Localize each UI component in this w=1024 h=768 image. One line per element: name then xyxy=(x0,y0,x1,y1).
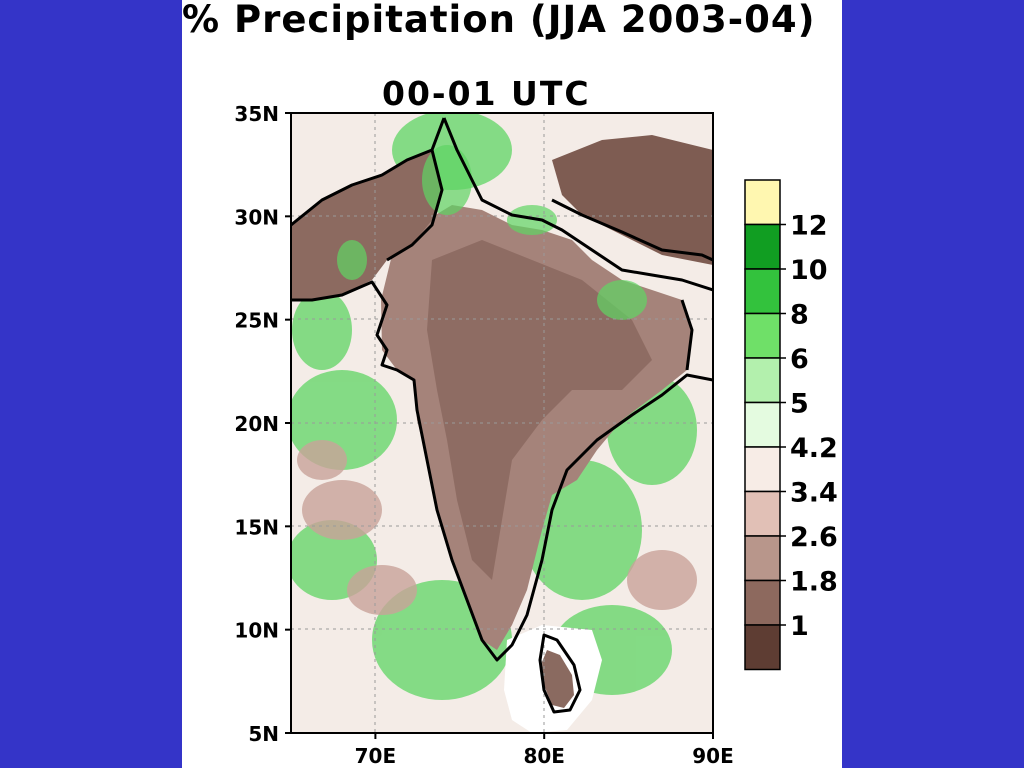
sea-brown-patches xyxy=(297,440,697,615)
chart-title: % Precipitation (JJA 2003-04) xyxy=(182,0,816,41)
colorbar-label: 8 xyxy=(790,300,809,331)
x-axis: 70E 80E 90E xyxy=(355,733,734,768)
india-interior xyxy=(427,240,652,580)
colorbar-swatch xyxy=(744,446,781,493)
sri-lanka-core xyxy=(542,650,574,708)
colorbar-swatch xyxy=(744,401,781,448)
colorbar-swatch xyxy=(744,624,781,671)
y-tick-label: 20N xyxy=(234,412,279,436)
precip-field xyxy=(291,113,713,733)
colorbar-label: 10 xyxy=(790,255,828,286)
tibet-land xyxy=(552,135,713,265)
gridlines xyxy=(291,113,713,733)
y-axis: 35N 30N 25N 20N 15N 10N 5N xyxy=(234,102,291,746)
colorbar-swatch xyxy=(744,268,781,315)
chart-subtitle: 00-01 UTC xyxy=(382,74,591,113)
colorbar-label: 1 xyxy=(790,611,809,642)
colorbar-label: 1.8 xyxy=(790,567,838,598)
north-land xyxy=(291,150,442,300)
y-tick-label: 15N xyxy=(234,515,279,539)
colorbar-label: 4.2 xyxy=(790,433,838,464)
y-tick-label: 5N xyxy=(248,722,279,746)
colorbar-label: 2.6 xyxy=(790,522,838,553)
x-tick-label: 80E xyxy=(523,744,565,768)
colorbar-label: 5 xyxy=(790,389,809,420)
colorbar-swatch xyxy=(744,579,781,626)
y-tick-label: 10N xyxy=(234,619,279,643)
precip-map: 35N 30N 25N 20N 15N 10N 5N 70E 80E 90E 12 10 8 6 5 4.… xyxy=(234,102,838,768)
coastlines xyxy=(291,117,713,714)
colorbar-label: 3.4 xyxy=(790,478,838,509)
figure-panel: % Precipitation (JJA 2003-04) 00-01 UTC xyxy=(182,0,842,768)
colorbar-label: 6 xyxy=(790,344,809,375)
y-tick-label: 25N xyxy=(234,309,279,333)
x-tick-label: 90E xyxy=(692,744,734,768)
colorbar: 12 10 8 6 5 4.2 3.4 2.6 1.8 1 xyxy=(744,179,838,671)
colorbar-swatch xyxy=(744,535,781,582)
colorbar-swatch xyxy=(744,490,781,537)
colorbar-swatch xyxy=(744,312,781,359)
y-tick-label: 35N xyxy=(234,102,279,126)
colorbar-swatch xyxy=(744,179,781,226)
colorbar-label: 12 xyxy=(790,211,828,242)
colorbar-swatch xyxy=(744,357,781,404)
colorbar-swatch xyxy=(744,223,781,270)
y-tick-label: 30N xyxy=(234,205,279,229)
x-tick-label: 70E xyxy=(355,744,397,768)
